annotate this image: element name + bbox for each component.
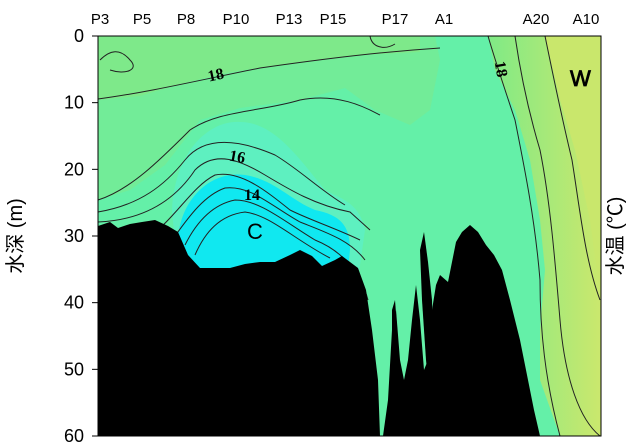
station-label: P5 <box>133 11 151 28</box>
station-label: A1 <box>435 11 453 28</box>
y-tick-label: 0 <box>74 26 84 46</box>
isotherm-line <box>369 35 396 48</box>
isotherm-line <box>159 173 361 241</box>
station-label: P10 <box>223 11 250 28</box>
y-tick-label: 30 <box>64 226 84 246</box>
isotherm-label-18-east: 18 <box>491 60 511 79</box>
y-tick-label: 10 <box>64 93 84 113</box>
isotherm-line <box>544 35 601 301</box>
isotherm-label-18-west: 18 <box>206 66 225 86</box>
station-label: P8 <box>177 11 195 28</box>
y-tick-label: 50 <box>64 359 84 379</box>
region-label-warm: W <box>570 66 591 91</box>
y-tick-label: 40 <box>64 293 84 313</box>
isotherm-line <box>97 97 381 201</box>
region-label-cold: C <box>247 219 263 244</box>
station-label: P3 <box>91 11 109 28</box>
station-label: A10 <box>573 11 600 28</box>
y-axis-title: 水深 (m) <box>4 198 27 274</box>
isotherms <box>97 35 601 437</box>
isotherm-line <box>97 158 371 231</box>
y-tick-label: 20 <box>64 159 84 179</box>
isotherm-line <box>99 51 134 73</box>
isotherm-line <box>194 211 331 259</box>
isotherm-line <box>97 142 346 213</box>
seafloor-spike <box>392 300 400 400</box>
isotherm-line <box>97 47 441 100</box>
isotherm-label-14: 14 <box>244 187 260 204</box>
station-label: P15 <box>320 11 347 28</box>
station-label: P13 <box>276 11 303 28</box>
y-axis: 0 10 20 30 40 50 60 <box>64 26 98 445</box>
station-labels: P3 P5 P8 P10 P13 P15 P17 A1 A20 A10 <box>91 11 600 28</box>
surface-layer <box>98 36 420 100</box>
warm-core <box>545 36 601 300</box>
right-axis-title: 水温 (℃) <box>604 197 627 276</box>
isotherm-line <box>514 35 601 437</box>
isotherm-line <box>487 35 561 437</box>
isotherm-line <box>174 187 366 261</box>
seafloor-spike <box>420 232 434 400</box>
station-label: P17 <box>382 11 409 28</box>
y-tick-label: 60 <box>64 426 84 445</box>
station-label: A20 <box>523 11 550 28</box>
isotherm-label-16: 16 <box>228 148 247 168</box>
